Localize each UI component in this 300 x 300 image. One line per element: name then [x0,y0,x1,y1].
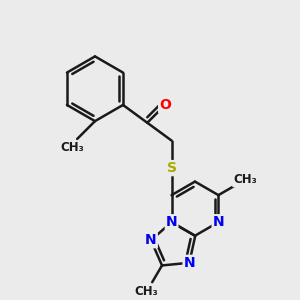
Text: O: O [159,98,171,112]
Text: S: S [167,161,177,175]
Text: CH₃: CH₃ [61,142,84,154]
Text: O: O [159,98,171,112]
Text: N: N [166,215,177,229]
Text: S: S [167,161,177,175]
Text: N: N [184,256,195,270]
Text: N: N [213,215,224,229]
Text: CH₃: CH₃ [233,173,257,186]
Text: N: N [145,233,157,247]
Text: CH₃: CH₃ [135,286,158,298]
